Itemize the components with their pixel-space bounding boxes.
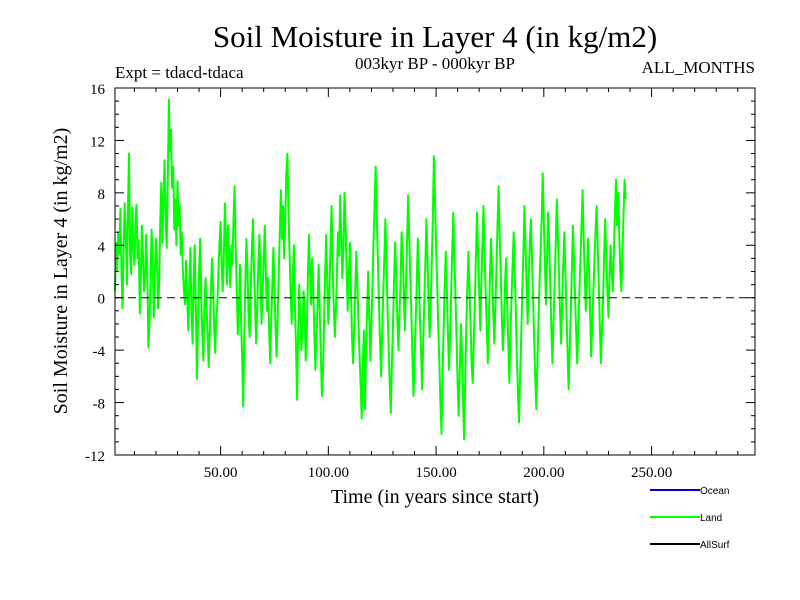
experiment-label: Expt = tdacd-tdaca — [115, 63, 244, 82]
y-tick-label: 16 — [90, 82, 106, 98]
legend: Ocean Land AllSurf — [650, 486, 730, 551]
y-axis: -12 -8 -4 0 4 8 12 16 — [85, 82, 755, 465]
period-label: 003kyr BP - 000kyr BP — [355, 54, 515, 73]
series-line-land — [114, 98, 627, 441]
legend-label-ocean: Ocean — [700, 486, 729, 497]
x-tick-label: 200.00 — [523, 465, 564, 481]
x-axis-label: Time (in years since start) — [331, 486, 539, 508]
y-tick-label: 12 — [90, 134, 105, 150]
y-tick-label: 4 — [98, 239, 106, 255]
y-tick-label: -8 — [93, 397, 106, 413]
y-tick-label: -12 — [85, 449, 105, 465]
x-axis: 50.00 100.00 150.00 200.00 250.00 — [133, 88, 739, 481]
chart-title: Soil Moisture in Layer 4 (in kg/m2) — [213, 19, 657, 54]
x-tick-label: 100.00 — [308, 465, 349, 481]
y-tick-label: 8 — [98, 187, 106, 203]
x-tick-label: 250.00 — [631, 465, 672, 481]
legend-label-land: Land — [700, 513, 722, 524]
x-tick-label: 150.00 — [415, 465, 456, 481]
months-label: ALL_MONTHS — [642, 58, 755, 77]
y-axis-label: Soil Moisture in Layer 4 (in kg/m2) — [50, 128, 72, 415]
data-layer — [114, 98, 627, 441]
plot-area: -12 -8 -4 0 4 8 12 16 50.00 100.00 150.00 200.00 25… — [85, 82, 756, 481]
y-tick-label: -4 — [93, 344, 106, 360]
legend-label-allsurf: AllSurf — [700, 540, 730, 551]
x-tick-label: 50.00 — [204, 465, 238, 481]
y-tick-label: 0 — [98, 292, 106, 308]
